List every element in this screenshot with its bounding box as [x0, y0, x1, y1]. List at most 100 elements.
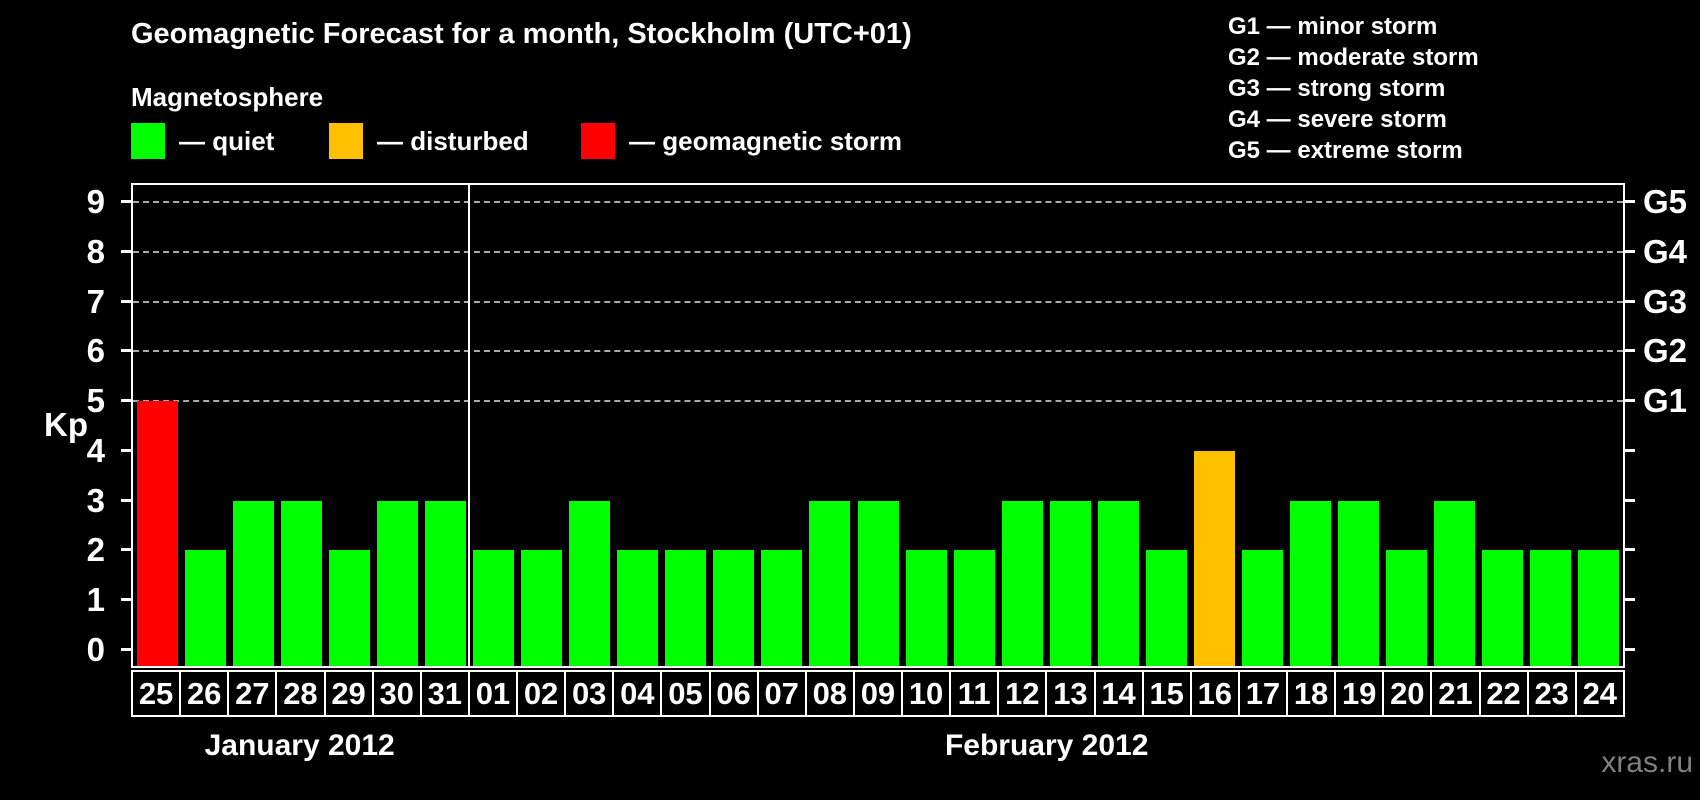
right-tick-kp-3: [1625, 498, 1635, 502]
legend-item-storm: — geomagnetic storm: [581, 121, 902, 161]
bar-day-13: [1049, 500, 1091, 666]
bar-day-01: [472, 550, 514, 666]
bar-day-12: [1001, 500, 1043, 666]
bar-day-16: [1193, 450, 1235, 666]
right-tick-kp-4: [1625, 448, 1635, 452]
left-tick-kp-3: [121, 498, 131, 502]
gridline-kp-6: [133, 350, 1623, 353]
day-label-05: 05: [660, 670, 711, 717]
kp-tick-label-5: 5: [86, 382, 105, 420]
right-tick-kp-5: [1625, 399, 1635, 403]
bar-day-05: [665, 550, 707, 666]
gridline-kp-8: [133, 250, 1623, 253]
month-label-0: January 2012: [204, 729, 395, 762]
bar-day-09: [857, 500, 899, 666]
gridline-kp-9: [133, 200, 1623, 203]
day-label-02: 02: [516, 670, 567, 717]
month-labels: January 2012 February 2012: [131, 729, 1625, 769]
kp-tick-label-4: 4: [86, 431, 105, 469]
day-axis: 25 26 27 28 29 30 31 01 02 03 04 05 06 07 08 09 10 11 12 13…: [131, 670, 1625, 717]
g-tick-label-g4: G4: [1643, 232, 1688, 270]
left-tick-kp-7: [121, 299, 131, 303]
bar-day-06: [713, 550, 755, 666]
kp-tick-label-1: 1: [86, 581, 105, 619]
bar-day-14: [1097, 500, 1139, 666]
day-label-26: 26: [179, 670, 230, 717]
day-label-11: 11: [949, 670, 1000, 717]
day-label-19: 19: [1334, 670, 1385, 717]
right-tick-kp-7: [1625, 299, 1635, 303]
legend-label-disturbed: — disturbed: [377, 125, 529, 156]
bar-day-08: [809, 500, 851, 666]
day-label-15: 15: [1141, 670, 1192, 717]
g-scale-legend: G1 — minor storm G2 — moderate storm G3 — …: [1228, 11, 1479, 166]
bar-day-04: [617, 550, 659, 666]
bar-day-30: [376, 500, 418, 666]
magnetosphere-legend-heading: Magnetosphere: [131, 82, 324, 112]
watermark: xras.ru: [1601, 746, 1693, 779]
g-tick-label-g1: G1: [1643, 382, 1688, 420]
bar-day-27: [232, 500, 274, 666]
left-tick-kp-2: [121, 548, 131, 552]
day-label-23: 23: [1526, 670, 1577, 717]
bar-day-02: [521, 550, 563, 666]
g-scale-legend-line-1: G1 — minor storm: [1228, 13, 1438, 40]
bar-day-26: [184, 550, 226, 666]
day-label-10: 10: [901, 670, 952, 717]
day-label-13: 13: [1045, 670, 1096, 717]
chart-title: Geomagnetic Forecast for a month, Stockh…: [131, 18, 912, 50]
day-label-04: 04: [612, 670, 663, 717]
day-label-29: 29: [323, 670, 374, 717]
left-tick-kp-5: [121, 399, 131, 403]
bar-day-28: [280, 500, 322, 666]
quiet-color-swatch: [131, 123, 165, 159]
bar-day-31: [424, 500, 466, 666]
day-label-06: 06: [708, 670, 759, 717]
day-label-07: 07: [756, 670, 807, 717]
g-tick-label-g5: G5: [1643, 182, 1688, 220]
bar-day-20: [1386, 550, 1428, 666]
legend-label-storm: — geomagnetic storm: [629, 125, 903, 156]
left-tick-kp-6: [121, 349, 131, 353]
month-separator-line: [468, 185, 471, 666]
legend-item-quiet: — quiet: [131, 121, 274, 161]
bar-day-25: [136, 401, 178, 666]
day-label-09: 09: [852, 670, 903, 717]
day-label-18: 18: [1286, 670, 1337, 717]
kp-tick-label-3: 3: [86, 481, 105, 519]
day-label-16: 16: [1189, 670, 1240, 717]
right-tick-kp-0: [1625, 648, 1635, 651]
day-label-28: 28: [275, 670, 326, 717]
kp-tick-label-0: 0: [86, 631, 105, 668]
right-tick-kp-2: [1625, 548, 1635, 552]
kp-tick-label-9: 9: [86, 182, 105, 220]
legend-label-quiet: — quiet: [179, 125, 275, 156]
g-tick-label-g2: G2: [1643, 332, 1688, 370]
day-label-01: 01: [467, 670, 518, 717]
day-label-22: 22: [1478, 670, 1529, 717]
g-axis-tick-labels: G1 G2 G3 G4 G5: [1643, 183, 1700, 668]
bar-day-15: [1145, 550, 1187, 666]
day-label-08: 08: [804, 670, 855, 717]
right-tick-kp-1: [1625, 598, 1635, 602]
left-tick-kp-1: [121, 598, 131, 602]
right-tick-kp-6: [1625, 349, 1635, 353]
gridline-kp-7: [133, 300, 1623, 303]
g-scale-legend-line-3: G3 — strong storm: [1228, 75, 1446, 102]
disturbed-color-swatch: [329, 123, 363, 159]
right-tick-kp-9: [1625, 199, 1635, 203]
day-label-03: 03: [564, 670, 615, 717]
left-tick-kp-8: [121, 249, 131, 253]
left-tick-kp-9: [121, 199, 131, 203]
bar-day-17: [1242, 550, 1284, 666]
bar-day-07: [761, 550, 803, 666]
plot-area: [121, 183, 1635, 668]
day-label-21: 21: [1430, 670, 1481, 717]
kp-tick-label-6: 6: [86, 332, 105, 370]
bar-day-29: [328, 550, 370, 666]
bar-day-10: [905, 550, 947, 666]
bar-day-21: [1434, 500, 1476, 666]
g-tick-label-g3: G3: [1643, 282, 1688, 320]
right-tick-kp-8: [1625, 249, 1635, 253]
